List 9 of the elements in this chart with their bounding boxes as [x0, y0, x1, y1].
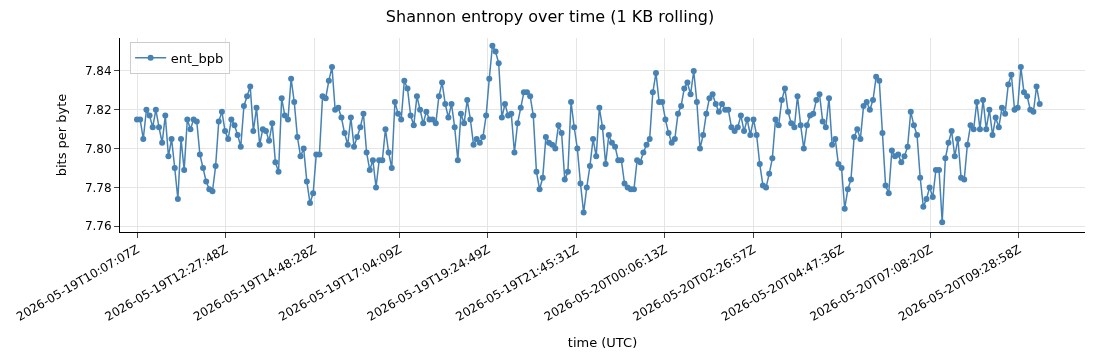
y-tick-label: 7.78 — [84, 180, 112, 195]
y-axis-title: bits per byte — [53, 93, 69, 177]
y-tick-label: 7.82 — [84, 102, 112, 117]
x-axis-title: time (UTC) — [567, 335, 638, 351]
y-tick-label: 7.84 — [84, 64, 112, 79]
chart-title: Shannon entropy over time (1 KB rolling) — [385, 7, 715, 26]
legend-label: ent_bpb — [170, 50, 224, 66]
y-tick-label: 7.80 — [84, 141, 112, 156]
y-tick-label: 7.76 — [84, 219, 112, 234]
